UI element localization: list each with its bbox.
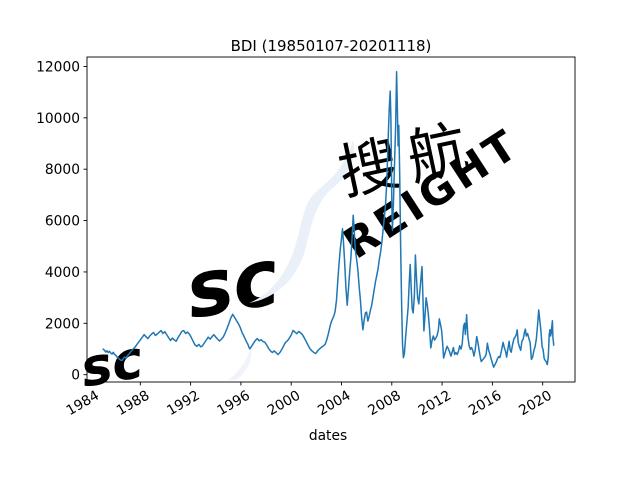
x-tick-label: 2020 (516, 388, 554, 419)
watermark-logo-text: sc (179, 232, 286, 337)
y-tick-label: 0 (71, 368, 80, 384)
x-tick-label: 1992 (164, 388, 202, 419)
y-axis-ticks: 0 2000 4000 6000 8000 10000 12000 (36, 59, 87, 384)
y-tick-label: 12000 (36, 59, 80, 75)
watermark-logo-text-faint: sc (76, 330, 147, 400)
axes-spines (86, 56, 576, 383)
y-tick-label: 8000 (45, 162, 80, 178)
watermark-swoosh-shape-faint (228, 346, 252, 380)
x-tick-label: 2008 (365, 388, 403, 419)
bdi-series-line (102, 71, 555, 368)
chart-title: BDI (19850107-20201118) (231, 37, 432, 55)
y-tick-label: 4000 (45, 265, 80, 281)
y-tick-label: 6000 (45, 214, 80, 230)
x-tick-label: 1984 (64, 388, 102, 419)
x-axis-label: dates (309, 428, 347, 444)
x-tick-label: 1996 (214, 388, 252, 419)
y-tick-label: 10000 (36, 111, 80, 127)
x-tick-label: 2004 (315, 388, 353, 419)
watermark: sc 搜航 REIGHT sc (76, 112, 528, 400)
x-tick-label: 2000 (265, 388, 303, 419)
x-tick-label: 2016 (466, 388, 504, 419)
x-tick-label: 2012 (416, 388, 454, 419)
y-tick-label: 2000 (45, 316, 80, 332)
